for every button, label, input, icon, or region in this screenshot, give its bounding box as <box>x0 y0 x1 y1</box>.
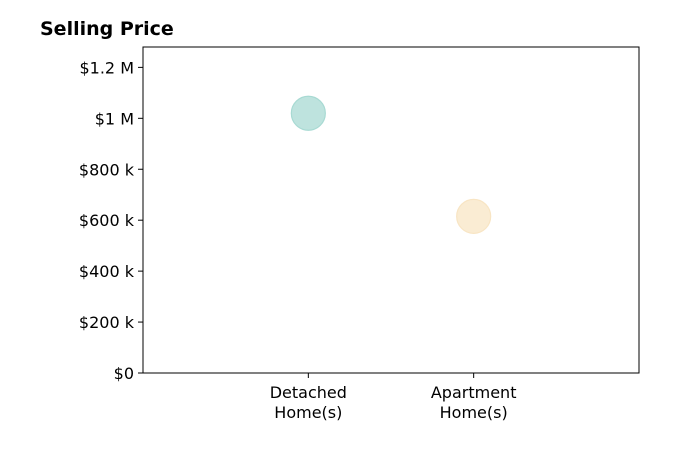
y-tick-label: $600 k <box>79 211 135 230</box>
y-tick-label: $1.2 M <box>79 58 134 77</box>
x-tick-label: Apartment <box>431 383 517 402</box>
y-tick-label: $200 k <box>79 313 135 332</box>
points-layer <box>290 95 492 234</box>
x-tick-label: Home(s) <box>274 403 342 422</box>
y-tick-label: $400 k <box>79 262 135 281</box>
y-tick-label: $1 M <box>95 109 134 128</box>
y-tick-label: $800 k <box>79 160 135 179</box>
x-tick-label: Home(s) <box>440 403 508 422</box>
y-axis: $0 $200 k $400 k $600 k $800 k $1 M $1.2 M <box>79 58 143 383</box>
plot-frame <box>142 46 640 374</box>
data-point <box>290 95 326 131</box>
data-point <box>456 198 492 234</box>
chart-title: Selling Price <box>40 18 174 40</box>
y-tick-label: $0 <box>114 364 134 383</box>
x-tick-label: Detached <box>270 383 347 402</box>
